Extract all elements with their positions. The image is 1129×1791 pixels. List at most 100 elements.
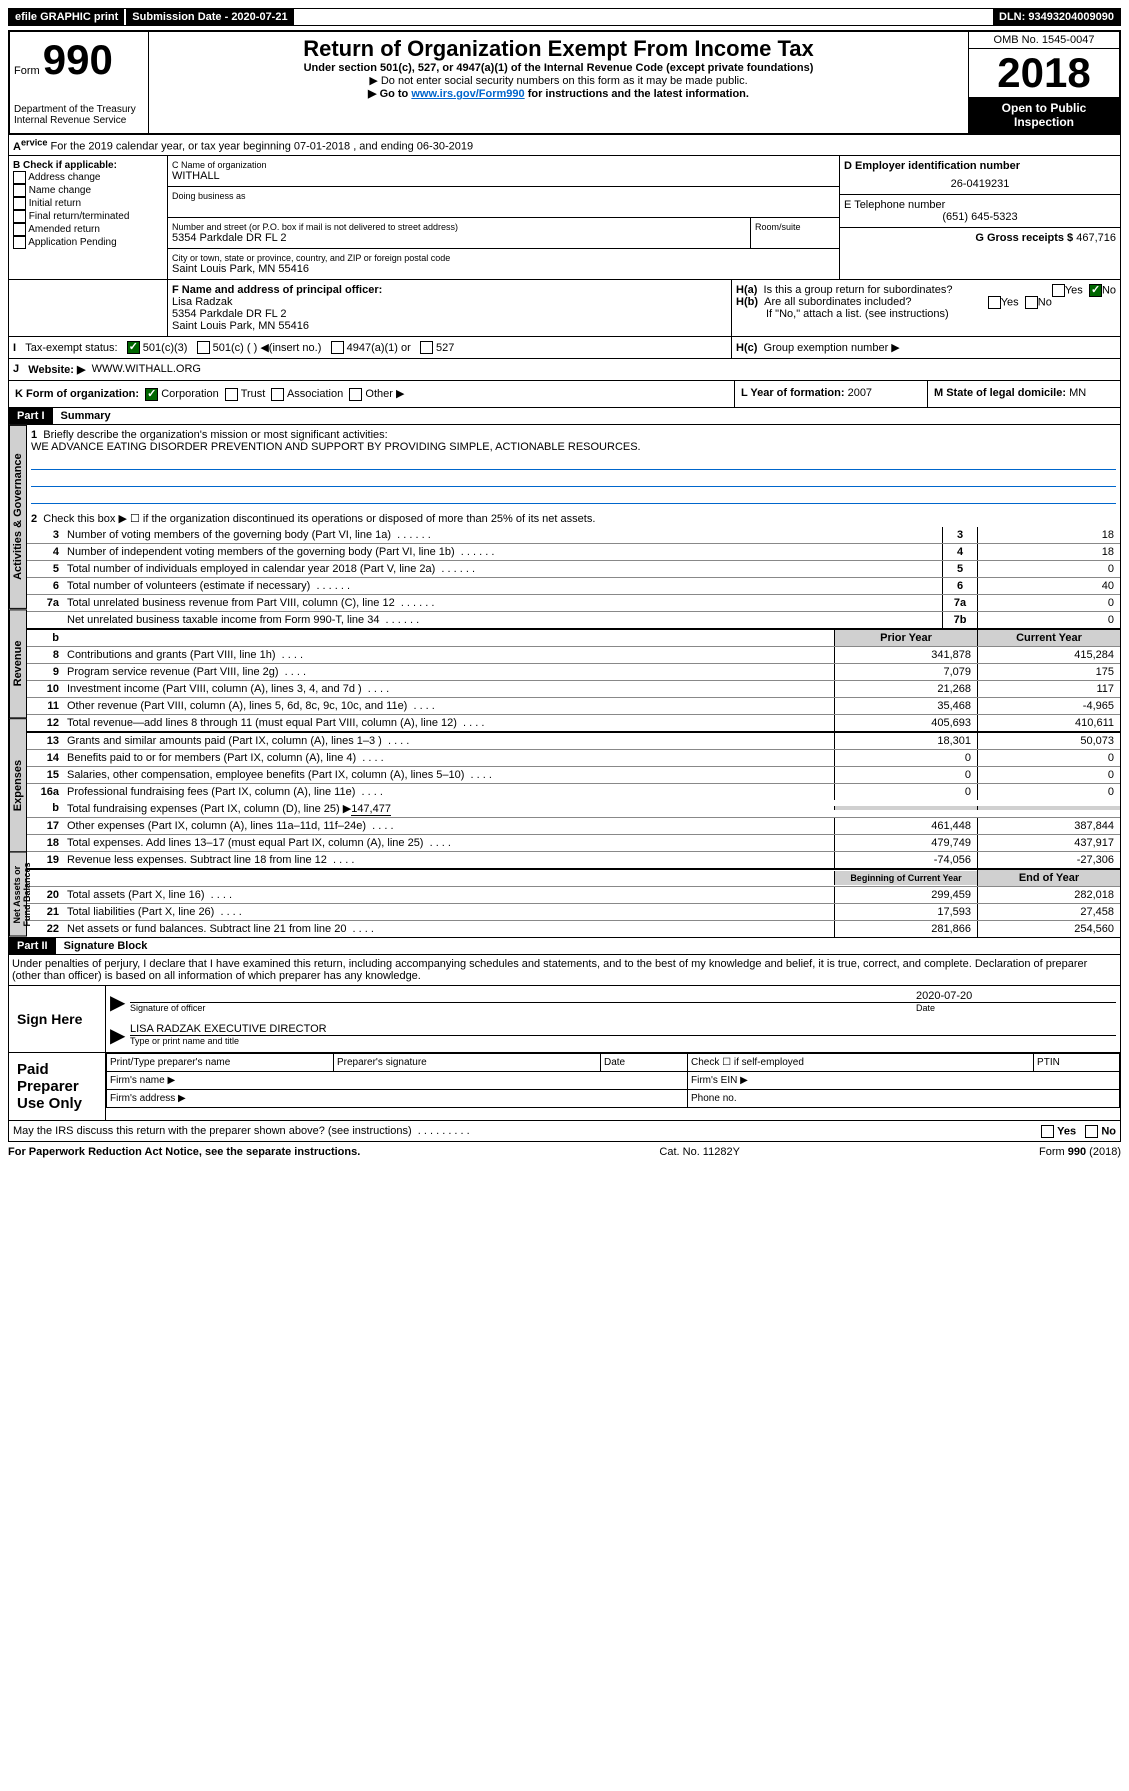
discuss-no[interactable] (1085, 1125, 1098, 1138)
row-17: 17Other expenses (Part IX, column (A), l… (27, 818, 1120, 835)
row-22: 22Net assets or fund balances. Subtract … (27, 921, 1120, 937)
fundraising-exp: 147,477 (351, 803, 391, 816)
section-f-h: F Name and address of principal officer:… (8, 280, 1121, 337)
street-address: 5354 Parkdale DR FL 2 (172, 232, 738, 244)
gov-row-7b: Net unrelated business taxable income fr… (27, 612, 1120, 628)
row-9: 9Program service revenue (Part VIII, lin… (27, 664, 1120, 681)
form-word: Form (14, 65, 40, 77)
row-10: 10Investment income (Part VIII, column (… (27, 681, 1120, 698)
irs-link[interactable]: www.irs.gov/Form990 (411, 88, 524, 100)
k-corp[interactable] (145, 388, 158, 401)
side-expenses: Expenses (9, 718, 27, 852)
row-16a: 16aProfessional fundraising fees (Part I… (27, 784, 1120, 800)
irs-label: Internal Revenue Service (14, 115, 144, 126)
row-klm: K Form of organization: Corporation Trus… (8, 381, 1121, 408)
hb-yes[interactable] (988, 296, 1001, 309)
mission-text: WE ADVANCE EATING DISORDER PREVENTION AN… (31, 441, 641, 453)
paid-preparer-block: Paid Preparer Use Only Print/Type prepar… (8, 1053, 1121, 1121)
side-netassets: Net Assets or Fund Balances (9, 852, 27, 937)
row-19: 19Revenue less expenses. Subtract line 1… (27, 852, 1120, 868)
sig-date: 2020-07-20 (916, 990, 1116, 1002)
end-year-head: End of Year (977, 870, 1120, 886)
addr-label: Number and street (or P.O. box if mail i… (172, 222, 738, 232)
row-8: 8Contributions and grants (Part VIII, li… (27, 647, 1120, 664)
part1-header: Part I Summary (8, 408, 1121, 425)
row-21: 21Total liabilities (Part X, line 26) . … (27, 904, 1120, 921)
submission-date: Submission Date - 2020-07-21 (124, 9, 293, 25)
omb-number: OMB No. 1545-0047 (969, 32, 1119, 49)
ssn-note: ▶ Do not enter social security numbers o… (153, 74, 964, 87)
gov-row-3: 3Number of voting members of the governi… (27, 527, 1120, 544)
ha-yes[interactable] (1052, 284, 1065, 297)
hb-no[interactable] (1025, 296, 1038, 309)
form-header: Form 990 Department of the Treasury Inte… (8, 30, 1121, 135)
current-year-head: Current Year (977, 630, 1120, 646)
check-initial-return: Initial return (13, 197, 163, 210)
f-label: F Name and address of principal officer: (172, 284, 382, 296)
declaration: Under penalties of perjury, I declare th… (8, 955, 1121, 986)
gov-row-4: 4Number of independent voting members of… (27, 544, 1120, 561)
gross-receipts: 467,716 (1076, 232, 1116, 244)
website: WWW.WITHALL.ORG (92, 363, 201, 376)
501c3-check[interactable] (127, 341, 140, 354)
row-13: 13Grants and similar amounts paid (Part … (27, 733, 1120, 750)
city-label: City or town, state or province, country… (172, 253, 835, 263)
city-state-zip: Saint Louis Park, MN 55416 (172, 263, 835, 275)
col-c: C Name of organization WITHALL Doing bus… (168, 156, 839, 279)
row-18: 18Total expenses. Add lines 13–17 (must … (27, 835, 1120, 852)
dba-label: Doing business as (172, 191, 835, 201)
cat-no: Cat. No. 11282Y (659, 1146, 740, 1158)
goto-note: ▶ Go to www.irs.gov/Form990 for instruct… (153, 87, 964, 100)
row-i: I Tax-exempt status: 501(c)(3) 501(c) ( … (8, 337, 1121, 360)
form-number: 990 (43, 36, 113, 83)
state-domicile: MN (1069, 387, 1086, 399)
telephone: (651) 645-5323 (844, 211, 1116, 223)
officer-name: Lisa Radzak (172, 296, 233, 308)
d-label: D Employer identification number (844, 160, 1020, 172)
row-12: 12Total revenue—add lines 8 through 11 (… (27, 715, 1120, 731)
gov-row-5: 5Total number of individuals employed in… (27, 561, 1120, 578)
part2-header: Part II Signature Block (8, 938, 1121, 955)
officer-addr2: Saint Louis Park, MN 55416 (172, 320, 309, 332)
year-formation: 2007 (848, 387, 872, 399)
h-note: If "No," attach a list. (see instruction… (736, 308, 1116, 320)
discuss-row: May the IRS discuss this return with the… (8, 1121, 1121, 1142)
gov-row-6: 6Total number of volunteers (estimate if… (27, 578, 1120, 595)
row-15: 15Salaries, other compensation, employee… (27, 767, 1120, 784)
ha-no[interactable] (1089, 284, 1102, 297)
sign-here-block: Sign Here ▶ 2020-07-20 Signature of offi… (8, 986, 1121, 1053)
footer: For Paperwork Reduction Act Notice, see … (8, 1142, 1121, 1162)
row-a: Aervice For the 2019 calendar year, or t… (8, 135, 1121, 156)
dept-treasury: Department of the Treasury (14, 104, 144, 115)
form-ref: Form 990 (2018) (1039, 1146, 1121, 1158)
org-name: WITHALL (172, 170, 835, 182)
part1-body: Activities & Governance Revenue Expenses… (8, 425, 1121, 938)
form-title: Return of Organization Exempt From Incom… (153, 36, 964, 62)
form-subtitle: Under section 501(c), 527, or 4947(a)(1)… (153, 62, 964, 74)
check-name-change: Name change (13, 184, 163, 197)
discuss-yes[interactable] (1041, 1125, 1054, 1138)
row-j: J Website: ▶ WWW.WITHALL.ORG (8, 359, 1121, 381)
tax-year: 2018 (969, 49, 1119, 97)
efile-label[interactable]: efile GRAPHIC print (9, 9, 124, 25)
check-amended-return: Amended return (13, 223, 163, 236)
officer-typed: LISA RADZAK EXECUTIVE DIRECTOR (130, 1023, 1116, 1036)
row-14: 14Benefits paid to or for members (Part … (27, 750, 1120, 767)
ein: 26-0419231 (844, 172, 1116, 190)
side-revenue: Revenue (9, 609, 27, 718)
side-governance: Activities & Governance (9, 425, 27, 609)
dln: DLN: 93493204009090 (993, 9, 1120, 25)
pra-notice: For Paperwork Reduction Act Notice, see … (8, 1146, 360, 1158)
gov-row-7a: 7aTotal unrelated business revenue from … (27, 595, 1120, 612)
check-application-pending: Application Pending (13, 236, 163, 249)
room-label: Room/suite (751, 218, 839, 248)
row-11: 11Other revenue (Part VIII, column (A), … (27, 698, 1120, 715)
begin-year-head: Beginning of Current Year (834, 871, 977, 885)
prior-year-head: Prior Year (834, 630, 977, 646)
officer-addr1: 5354 Parkdale DR FL 2 (172, 308, 287, 320)
check-address-change: Address change (13, 171, 163, 184)
col-b: B Check if applicable: Address change Na… (9, 156, 168, 279)
open-inspection: Open to Public Inspection (969, 97, 1119, 133)
c-name-label: C Name of organization (172, 160, 835, 170)
check-final-return-terminated: Final return/terminated (13, 210, 163, 223)
